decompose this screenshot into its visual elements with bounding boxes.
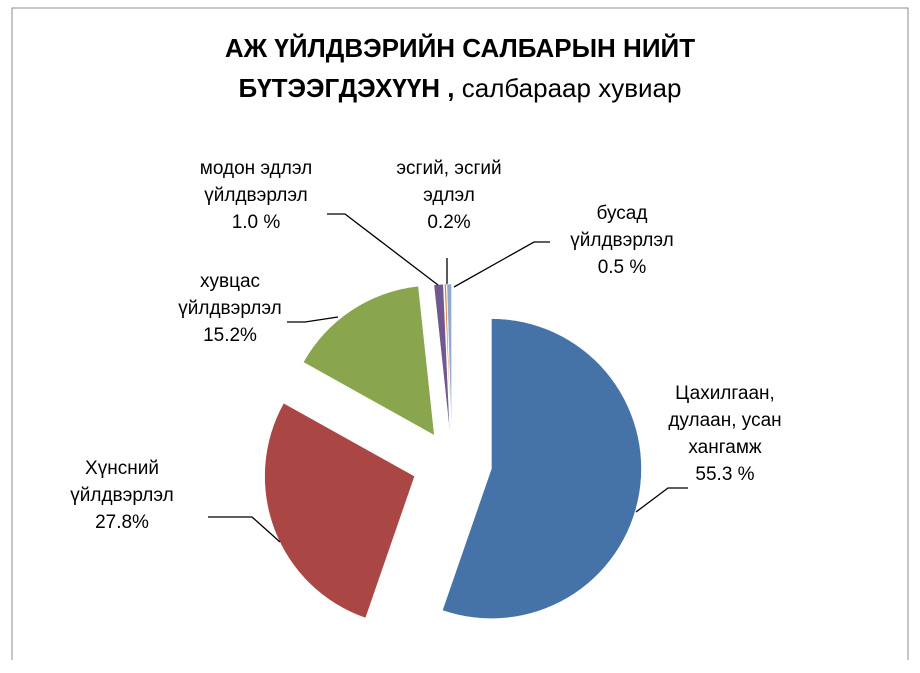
value-label: 15.2%	[203, 325, 257, 346]
data-label: Цахилгаан, дулаан, усан хангамж 55.3 %	[661, 380, 789, 488]
value-label: 55.3 %	[695, 464, 755, 485]
leader-line	[287, 316, 339, 323]
value-label: 0.5 %	[597, 257, 647, 278]
frame	[11, 7, 909, 660]
category-label: Хүнсний үйлдвэрлэл	[70, 458, 174, 506]
slice	[446, 283, 452, 435]
leader-line	[208, 516, 281, 543]
data-label: Хүнсний үйлдвэрлэл 27.8%	[66, 455, 178, 536]
value-label: 1.0 %	[231, 212, 281, 233]
chart-title: АЖ ҮЙЛДВЭРИЙН САЛБАРЫН НИЙТ БҮТЭЭГДЭХҮҮН…	[224, 33, 696, 103]
value-label: 27.8%	[95, 512, 149, 533]
slice	[264, 402, 415, 619]
slice	[442, 318, 642, 619]
category-label: модон эдлэл үйлдвэрлэл	[199, 158, 313, 206]
leader-line	[327, 213, 439, 286]
leader-line	[635, 487, 688, 513]
leader-line	[453, 241, 550, 288]
slice	[433, 283, 451, 435]
title-block: АЖ ҮЙЛДВЭРИЙН САЛБАРЫН НИЙТ БҮТЭЭГДЭХҮҮН…	[190, 28, 730, 108]
category-label: хувцас үйлдвэрлэл	[178, 271, 282, 319]
category-label: эсгий, эсгий эдлэл	[396, 158, 502, 206]
category-label: Цахилгаан, дулаан, усан хангамж	[668, 383, 782, 458]
category-label: бусад үйлдвэрлэл	[570, 203, 674, 251]
chart-subtitle: салбараар хувиар	[461, 73, 682, 103]
data-label: хувцас үйлдвэрлэл 15.2%	[174, 268, 286, 349]
slice	[444, 283, 452, 435]
data-label: эсгий, эсгий эдлэл 0.2%	[388, 155, 510, 236]
value-label: 0.2%	[427, 212, 471, 233]
data-label: модон эдлэл үйлдвэрлэл 1.0 %	[194, 155, 318, 236]
data-label: бусад үйлдвэрлэл 0.5 %	[566, 200, 678, 281]
slice	[303, 285, 435, 436]
